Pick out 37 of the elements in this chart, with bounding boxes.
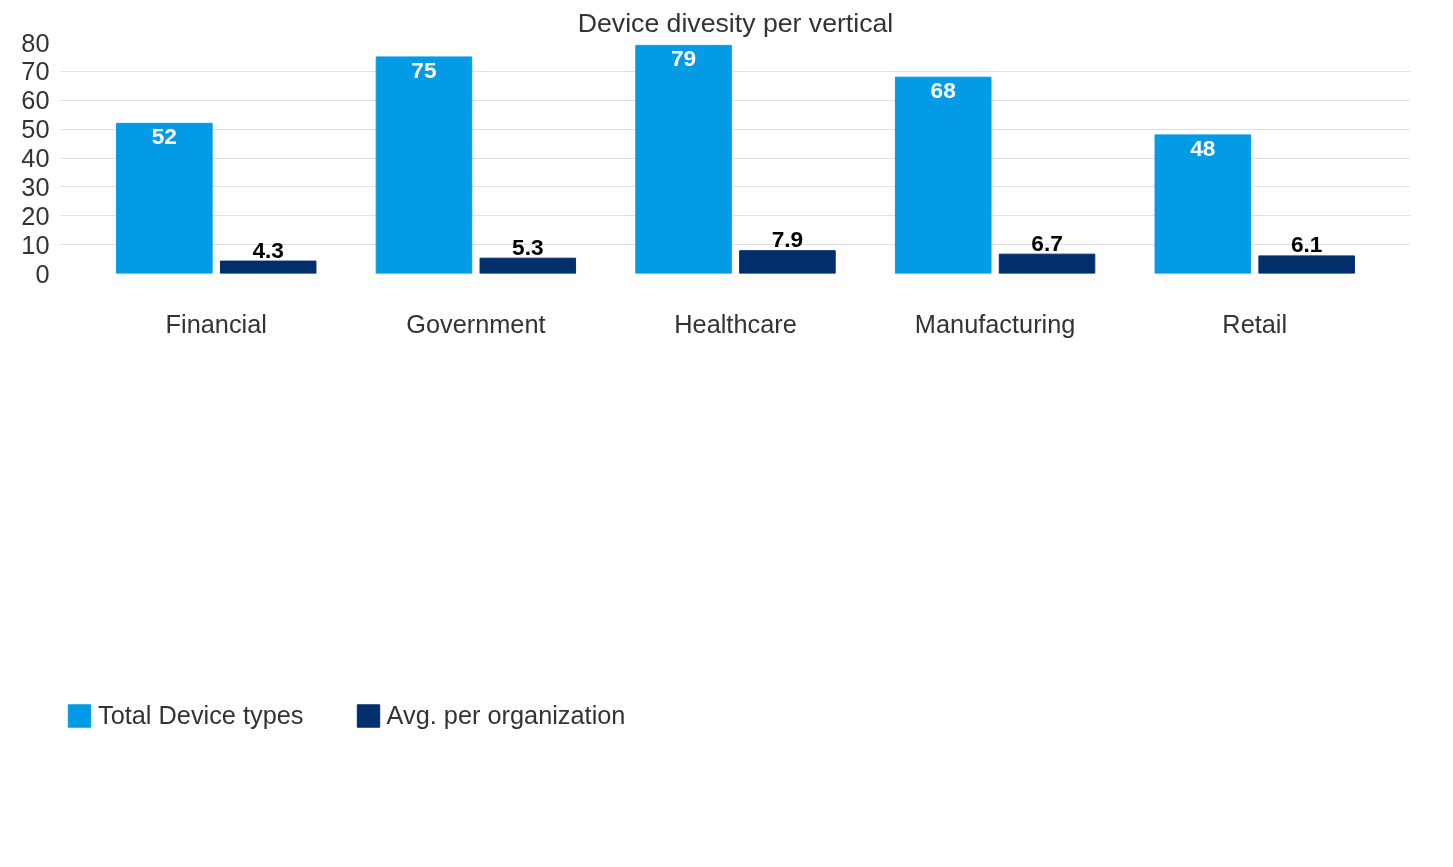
x-tick-label: Healthcare <box>674 309 797 338</box>
bar <box>116 122 213 274</box>
data-label: 7.9 <box>771 226 804 253</box>
data-label: 52 <box>151 123 177 150</box>
y-tick-label: 60 <box>21 86 50 115</box>
x-tick-label: Government <box>406 309 546 338</box>
y-tick-label: 20 <box>21 201 50 230</box>
chart-title: Device divesity per vertical <box>577 7 894 38</box>
data-label: 5.3 <box>512 233 544 260</box>
y-tick-label: 0 <box>35 259 50 288</box>
data-label: 75 <box>411 56 437 83</box>
bar <box>219 260 317 274</box>
legend-label: Total Device types <box>98 700 304 730</box>
bar <box>739 250 836 274</box>
y-tick-label: 50 <box>21 115 50 144</box>
bar <box>1258 255 1355 274</box>
bar <box>635 44 732 274</box>
data-label: 79 <box>670 45 697 72</box>
bar <box>479 257 577 274</box>
data-label: 6.7 <box>1031 229 1063 256</box>
y-tick-label: 80 <box>21 28 50 57</box>
legend-label: Avg. per organization <box>386 700 626 730</box>
data-label: 6.1 <box>1290 231 1323 258</box>
x-tick-label: Manufacturing <box>914 309 1076 338</box>
y-tick-label: 40 <box>21 144 50 172</box>
bar <box>998 253 1096 274</box>
y-tick-label: 70 <box>21 57 50 86</box>
x-tick-label: Retail <box>1222 309 1288 338</box>
y-tick-label: 30 <box>21 172 50 201</box>
data-label: 4.3 <box>252 236 284 263</box>
data-label: 48 <box>1190 134 1216 161</box>
bar <box>375 56 473 274</box>
x-tick-label: Financial <box>165 309 267 338</box>
bar <box>1154 134 1252 274</box>
bar <box>894 76 992 274</box>
y-tick-label: 10 <box>21 230 50 259</box>
data-label: 68 <box>930 76 956 103</box>
